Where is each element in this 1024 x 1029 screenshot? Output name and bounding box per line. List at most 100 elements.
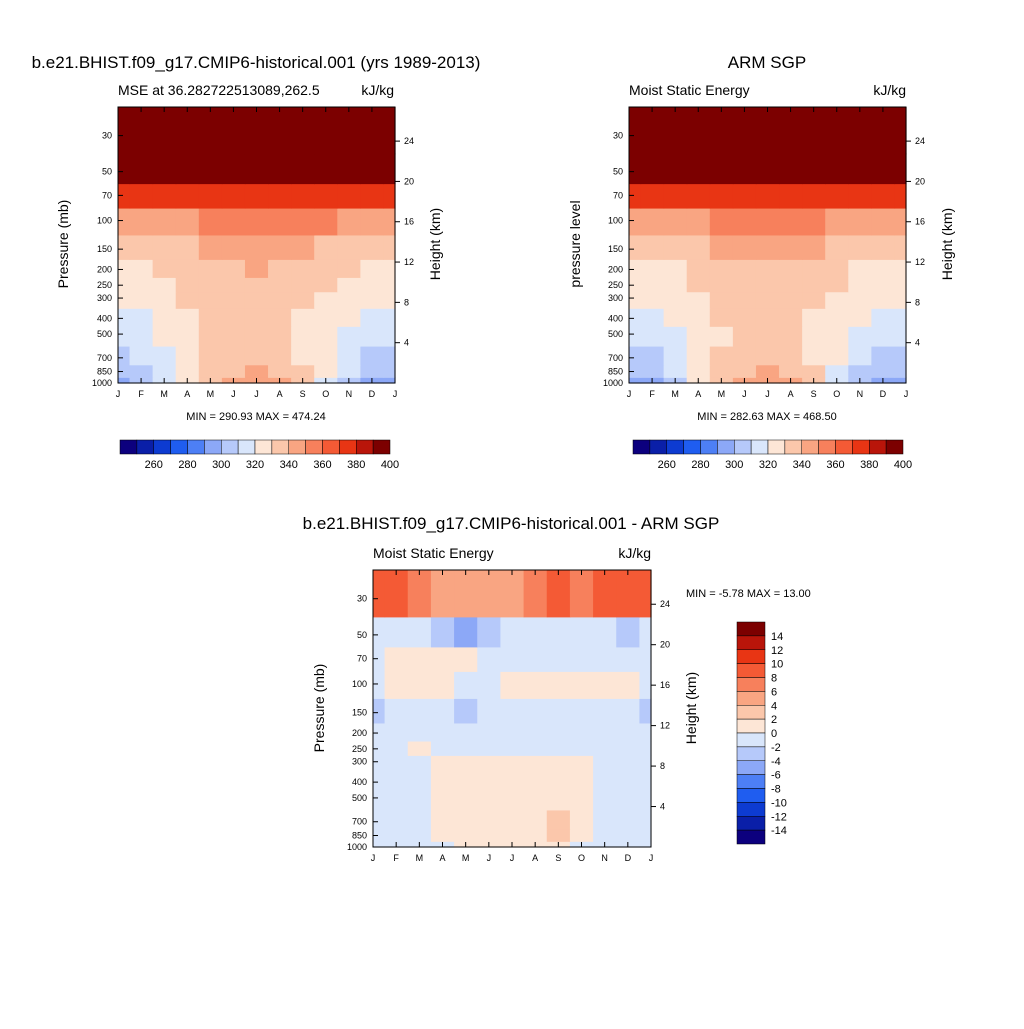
- contour-cell: [477, 790, 502, 811]
- x-tick-label: J: [649, 853, 654, 863]
- contour-cell: [755, 207, 780, 236]
- contour-cell: [616, 740, 641, 756]
- contour-cell: [384, 698, 409, 724]
- colorbar-box: [170, 439, 188, 455]
- contour-cell: [709, 277, 734, 293]
- contour-cell: [268, 345, 292, 366]
- contour-cell: [175, 207, 200, 236]
- obs-y-label-right: Height (km): [939, 208, 955, 280]
- y-right-tick-label: 20: [404, 176, 414, 186]
- obs-contour-field: J F M A M J J A S O N D J 30 50 70 100 150 200 250 300 400 500…: [603, 106, 925, 399]
- y-right-tick-label: 8: [404, 297, 409, 307]
- contour-cell: [407, 740, 432, 756]
- contour-cell: [894, 277, 907, 293]
- contour-cell: [802, 183, 826, 209]
- contour-cell: [198, 326, 223, 347]
- y-right-tick-label: 12: [404, 257, 414, 267]
- contour-cell: [383, 377, 396, 384]
- contour-cell: [593, 755, 617, 773]
- contour-cell: [244, 259, 269, 278]
- contour-cell: [629, 234, 642, 260]
- contour-cell: [129, 364, 154, 378]
- contour-cell: [616, 616, 641, 648]
- contour-cell: [360, 207, 385, 236]
- contour-cell: [640, 277, 665, 293]
- contour-cell: [373, 755, 386, 773]
- contour-cell: [337, 183, 361, 209]
- model-y-label-right: Height (km): [427, 208, 443, 280]
- contour-cell: [523, 646, 548, 672]
- model-min-max: MIN = 290.93 MAX = 474.24: [186, 411, 325, 423]
- contour-cell: [848, 153, 872, 185]
- colorbar-box: [736, 649, 766, 664]
- contour-cell: [244, 234, 269, 260]
- contour-cell: [500, 809, 525, 830]
- contour-cell: [175, 326, 200, 347]
- contour-cell: [373, 841, 386, 848]
- contour-cell: [663, 153, 688, 185]
- y-tick-label: 50: [102, 167, 112, 177]
- contour-cell: [569, 828, 594, 842]
- contour-cell: [779, 259, 803, 278]
- colorbar-label: 360: [826, 459, 844, 471]
- contour-cell: [198, 107, 223, 155]
- y-tick-label: 30: [102, 131, 112, 141]
- colorbar-label: 280: [691, 459, 709, 471]
- colorbar-box: [372, 439, 391, 455]
- contour-cell: [825, 308, 849, 327]
- contour-cell: [825, 183, 849, 209]
- colorbar-box: [736, 802, 766, 817]
- y-tick-label: 400: [608, 313, 623, 323]
- contour-cell: [129, 308, 154, 327]
- contour-cell: [523, 722, 548, 742]
- contour-cell: [709, 291, 734, 309]
- contour-cell: [755, 183, 780, 209]
- contour-cell: [640, 153, 665, 185]
- contour-cell: [569, 671, 594, 699]
- contour-cell: [640, 364, 665, 378]
- contour-cell: [129, 259, 154, 278]
- contour-cell: [802, 345, 826, 366]
- contour-cell: [407, 828, 432, 842]
- y-tick-label: 30: [613, 131, 623, 141]
- colorbar-box: [119, 439, 138, 455]
- contour-cell: [640, 183, 665, 209]
- colorbar-label: -2: [771, 742, 781, 754]
- contour-cell: [118, 308, 131, 327]
- contour-cell: [244, 107, 269, 155]
- contour-cell: [686, 259, 711, 278]
- contour-cell: [291, 153, 315, 185]
- contour-cell: [384, 646, 409, 672]
- colorbar-box: [271, 439, 289, 455]
- contour-cell: [407, 790, 432, 811]
- contour-cell: [291, 364, 315, 378]
- contour-cell: [407, 616, 432, 648]
- model-y-label: Pressure (mb): [55, 200, 71, 289]
- contour-cell: [629, 291, 642, 309]
- contour-cell: [268, 153, 292, 185]
- obs-y-label: pressure level: [567, 200, 583, 287]
- y-right-tick-label: 8: [915, 297, 920, 307]
- contour-cell: [454, 698, 478, 724]
- y-tick-label: 850: [608, 367, 623, 377]
- colorbar-label: -6: [771, 770, 781, 782]
- colorbar-box: [736, 816, 766, 831]
- contour-cell: [384, 790, 409, 811]
- contour-cell: [314, 364, 338, 378]
- contour-cell: [709, 308, 734, 327]
- contour-cell: [546, 809, 571, 830]
- contour-cell: [477, 698, 502, 724]
- contour-cell: [629, 308, 642, 327]
- contour-cell: [663, 308, 688, 327]
- contour-cell: [546, 755, 571, 773]
- colorbar-label: 260: [145, 459, 163, 471]
- contour-cell: [198, 345, 223, 366]
- contour-cell: [639, 616, 652, 648]
- contour-cell: [593, 646, 617, 672]
- contour-cell: [430, 790, 455, 811]
- contour-cell: [477, 722, 502, 742]
- colorbar-box: [736, 829, 766, 845]
- contour-cell: [175, 259, 200, 278]
- colorbar-box: [736, 788, 766, 803]
- contour-cell: [894, 153, 907, 185]
